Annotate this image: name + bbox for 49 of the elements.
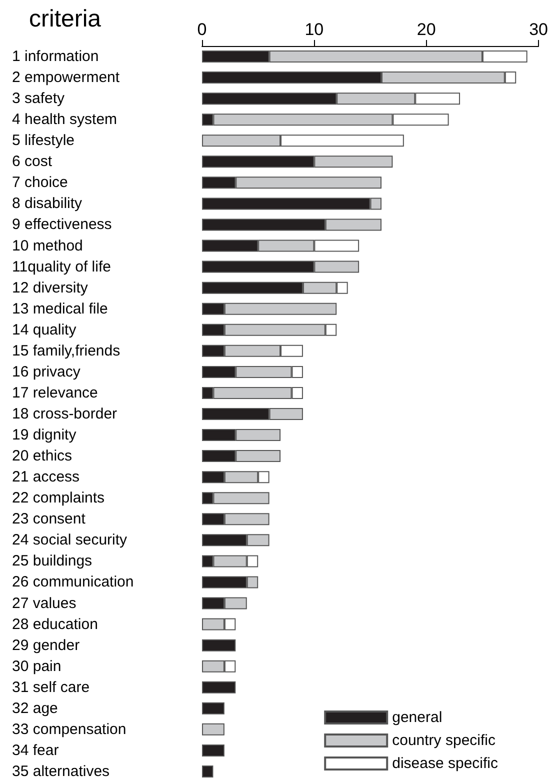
chart-title: criteria (29, 6, 102, 32)
y-tick-label: 3 safety (12, 90, 66, 108)
y-tick-label: 5 lifestyle (12, 132, 75, 150)
y-tick-label: 18 cross-border (12, 406, 118, 422)
y-tick-label: 6 cost (12, 153, 53, 170)
legend-label: country specific (392, 732, 496, 749)
y-tick-label: 4 health system (12, 111, 118, 128)
legend-label: disease specific (392, 755, 498, 772)
x-tick-label: 0 (197, 20, 207, 39)
y-tick-label: 17 relevance (12, 384, 98, 402)
y-tick-label: 34 fear (12, 742, 59, 759)
y-tick-label: 35 alternatives (12, 762, 110, 780)
y-tick-label: 26 communication (12, 574, 134, 591)
bar (202, 765, 214, 778)
x-tick-label: 10 (304, 20, 324, 39)
y-tick-label: 29 gender (12, 636, 80, 654)
y-tick-label: 28 education (12, 616, 98, 633)
y-tick-label: 24 social security (12, 532, 128, 549)
y-tick-label: 8 disability (12, 195, 83, 212)
y-tick-label: 23 consent (12, 510, 86, 528)
bar (202, 723, 224, 736)
y-tick-label: 10 method (12, 237, 83, 254)
y-tick-label: 2 empowerment (12, 69, 120, 86)
y-tick-label: 13 medical file (12, 300, 108, 318)
y-tick-label: 31 self care (12, 678, 90, 696)
y-tick-label: 19 dignity (12, 426, 77, 444)
y-tick-label: 33 compensation (12, 720, 126, 738)
y-tick-label: 15 family,friends (12, 342, 120, 360)
y-tick-label: 12 diversity (12, 279, 88, 296)
y-tick-label: 25 buildings (12, 552, 92, 570)
y-tick-label: 16 privacy (12, 363, 81, 380)
bar (202, 702, 224, 714)
y-tick-label: 9 effectiveness (12, 216, 112, 234)
y-tick-label: 22 complaints (12, 490, 105, 507)
y-tick-label: 7 choice (12, 174, 68, 192)
legend-label: general (392, 709, 442, 726)
bar (202, 744, 224, 756)
y-tick-label: 32 age (12, 700, 58, 717)
y-tick-label: 27 values (12, 594, 76, 612)
y-tick-label: 20 ethics (12, 448, 72, 465)
y-tick-label: 1 information (12, 48, 99, 66)
y-tick-label: 11quality of life (12, 258, 111, 276)
y-tick-label: 14 quality (12, 321, 77, 338)
bar (202, 639, 236, 652)
x-tick-label: 20 (416, 20, 436, 39)
x-tick-label: 30 (529, 20, 548, 39)
y-tick-label: 21 access (12, 468, 80, 486)
y-tick-label: 30 pain (12, 658, 62, 675)
bar (202, 681, 236, 694)
